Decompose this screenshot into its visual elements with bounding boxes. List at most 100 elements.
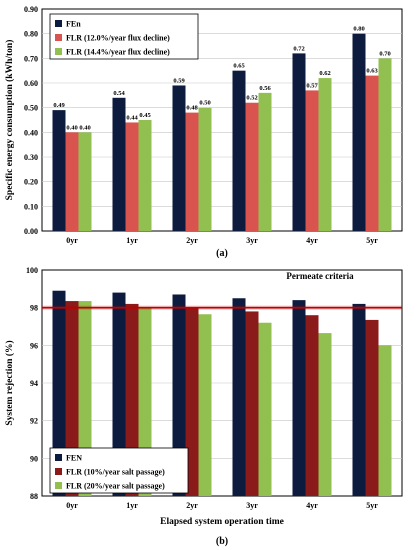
- chart-b-y-ticks: 88 90 92 94 96 98 100: [26, 266, 38, 501]
- chart-a-legend-swatch: [55, 48, 62, 55]
- chart-a-bar: [292, 53, 306, 232]
- chart-a-data-label: 0.72: [293, 45, 304, 52]
- chart-b-bar: [232, 298, 246, 496]
- chart-b-x-tick-label: 5yr: [366, 501, 378, 510]
- chart-a-x-ticks: 0yr 1yr 2yr 3yr 4yr 5yr: [66, 236, 378, 245]
- chart-a-data-label: 0.48: [186, 105, 198, 112]
- chart-a-y-tick-label: 0.40: [24, 128, 38, 137]
- chart-a-x-tick-label: 2yr: [186, 236, 198, 245]
- chart-b-y-axis-label: System rejection (%): [4, 340, 15, 425]
- chart-b-criteria-annotation: Permeate criteria: [286, 271, 354, 281]
- chart-a-y-tick-label: 0.80: [24, 30, 38, 39]
- chart-a-data-label: 0.63: [366, 68, 378, 75]
- chart-a-data-label: 0.44: [126, 114, 138, 121]
- chart-a-bar: [172, 85, 186, 231]
- chart-b-legend-swatch: [55, 482, 62, 489]
- chart-b-bar: [78, 301, 92, 496]
- chart-b-bar: [258, 322, 272, 496]
- chart-b-x-tick-label: 4yr: [306, 501, 318, 510]
- chart-b-legend-entry: FEN: [66, 454, 82, 463]
- chart-a-data-label: 0.80: [353, 26, 364, 33]
- chart-a-bar: [112, 97, 126, 231]
- chart-a-bar: [125, 122, 139, 231]
- chart-a-data-labels: 0.49 0.40 0.40 0.54 0.44 0.45 0.59 0.480.50 0.65…: [53, 26, 390, 132]
- chart-a-data-label: 0.40: [66, 124, 77, 131]
- chart-a-y-tick-label: 0.10: [24, 202, 38, 211]
- chart-a-legend-swatch: [55, 34, 62, 41]
- chart-b-bar: [185, 307, 199, 496]
- chart-b-bar: [112, 292, 126, 496]
- chart-b-y-tick-label: 100: [26, 266, 38, 275]
- chart-a-y-tick-label: 0.90: [24, 5, 38, 14]
- chart-b-bar: [318, 333, 332, 496]
- chart-a-data-label: 0.45: [139, 112, 151, 119]
- chart-a-legend-swatch: [55, 20, 62, 27]
- chart-a-x-tick-label: 1yr: [126, 236, 138, 245]
- chart-b-bar: [52, 290, 66, 496]
- chart-a-x-tick-label: 3yr: [246, 236, 258, 245]
- chart-a-legend: FEn FLR (12.0%/year flux decline) FLR (14.…: [49, 13, 199, 60]
- chart-a-bar: [198, 107, 212, 231]
- chart-b-x-axis-label: Elapsed system operation time: [160, 517, 284, 527]
- chart-a-data-label: 0.70: [379, 50, 390, 57]
- chart-a-data-label: 0.40: [79, 124, 90, 131]
- chart-a-bar: [305, 90, 319, 232]
- chart-b-criteria-line: [42, 305, 402, 310]
- chart-b-x-tick-label: 2yr: [186, 501, 198, 510]
- chart-b-legend-box: [49, 447, 189, 494]
- chart-b-legend-entry: FLR (20%/year salt passage): [66, 482, 165, 491]
- chart-b-bar: [352, 303, 366, 496]
- chart-b-bar: [65, 301, 79, 496]
- chart-b: Permeate criteria 88 90 92 94 96 98 100 0yr 1yr…: [4, 266, 403, 547]
- chart-a-bar: [365, 75, 379, 231]
- chart-a-bar: [245, 102, 259, 231]
- chart-b-x-tick-label: 3yr: [246, 501, 258, 510]
- chart-a-bar: [185, 112, 199, 231]
- chart-a-bar: [378, 58, 392, 232]
- chart-a-bar: [65, 132, 79, 231]
- chart-a: 0.490.40 0.400.540.44 0.450.590.480.500.65…: [4, 5, 403, 259]
- chart-a-y-tick-label: 0.70: [24, 54, 38, 63]
- chart-a-y-tick-label: 0.50: [24, 104, 38, 113]
- chart-b-y-tick-label: 90: [30, 454, 38, 463]
- chart-a-data-label: 0.56: [259, 85, 271, 92]
- chart-a-data-label: 0.49: [53, 102, 65, 109]
- chart-b-bar: [292, 300, 306, 496]
- chart-a-panel-label: (a): [216, 248, 228, 259]
- chart-b-bar: [365, 319, 379, 496]
- chart-b-bar: [378, 345, 392, 496]
- chart-b-legend: FEN FLR (10%/year salt passage) FLR (20%/y…: [49, 447, 189, 494]
- chart-a-bar: [52, 110, 66, 231]
- chart-b-x-tick-label: 0yr: [66, 501, 78, 510]
- chart-b-bar: [305, 315, 319, 496]
- chart-a-bar: [258, 92, 272, 231]
- chart-a-data-label: 0.50: [199, 100, 210, 107]
- chart-a-gridlines: [42, 33, 402, 207]
- chart-b-legend-swatch: [55, 468, 62, 475]
- chart-a-x-tick-label: 5yr: [366, 236, 378, 245]
- chart-a-bar: [78, 132, 92, 231]
- chart-a-bars: [52, 33, 392, 232]
- chart-a-y-axis-label: Specific energy consumption (kWh/ton): [4, 40, 15, 201]
- chart-b-y-tick-label: 94: [30, 379, 38, 388]
- chart-b-bar: [198, 314, 212, 496]
- chart-b-x-ticks: 0yr 1yr 2yr 3yr 4yr 5yr: [66, 501, 378, 510]
- chart-a-legend-entry: FLR (12.0%/year flux decline): [66, 34, 170, 43]
- chart-a-y-tick-label: 0.00: [24, 227, 38, 236]
- chart-b-y-tick-label: 98: [30, 304, 38, 313]
- chart-a-bar: [352, 33, 366, 231]
- chart-a-bar: [138, 120, 152, 231]
- chart-a-y-tick-label: 0.60: [24, 79, 38, 88]
- chart-b-legend-swatch: [55, 454, 62, 461]
- chart-a-data-label: 0.57: [306, 82, 318, 89]
- chart-b-x-tick-label: 1yr: [126, 501, 138, 510]
- chart-b-y-tick-label: 92: [30, 417, 38, 426]
- chart-a-x-tick-label: 4yr: [306, 236, 318, 245]
- chart-b-y-tick-label: 96: [30, 341, 38, 350]
- chart-a-bar: [318, 78, 332, 231]
- chart-a-data-label: 0.65: [233, 63, 245, 70]
- chart-a-bar: [232, 70, 246, 232]
- chart-a-legend-entry: FEn: [66, 20, 81, 29]
- chart-a-legend-box: [49, 13, 199, 60]
